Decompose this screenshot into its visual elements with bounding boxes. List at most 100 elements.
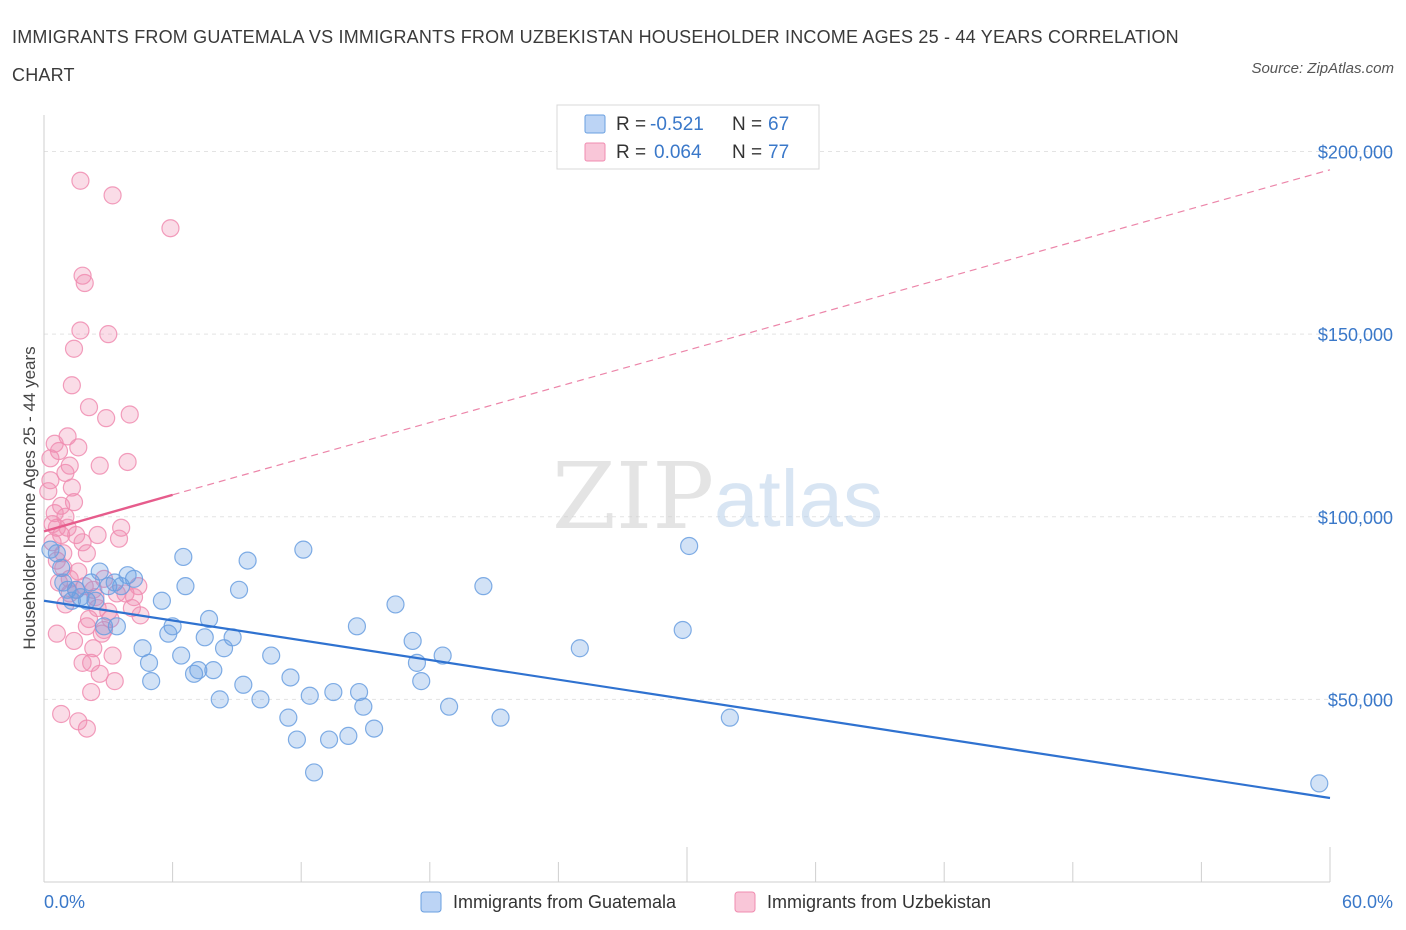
data-point [103, 186, 122, 205]
data-point [1310, 774, 1329, 793]
data-point [105, 672, 124, 691]
data-point [39, 482, 58, 501]
trend-lines [43, 169, 1331, 800]
chart-title: IMMIGRANTS FROM GUATEMALA VS IMMIGRANTS … [12, 27, 1179, 85]
y-tick-label: $200,000 [1318, 143, 1393, 163]
data-point [77, 719, 96, 738]
data-point [234, 675, 253, 694]
data-point [386, 595, 405, 614]
data-point [112, 518, 131, 537]
data-point [680, 536, 699, 556]
data-point [238, 551, 257, 570]
data-point [84, 639, 103, 658]
data-point [199, 609, 219, 629]
legend-top: R = -0.521 N = 67 R = 0.064 N = 77 [556, 104, 820, 170]
legend-top-r-value-0: -0.521 [650, 114, 704, 135]
legend-top-n-value-0: 67 [768, 114, 789, 135]
data-point [73, 266, 92, 285]
data-point [152, 591, 171, 610]
data-point [204, 661, 223, 680]
trend-line-guatemala [43, 599, 1331, 800]
data-point [174, 547, 193, 567]
data-point [62, 376, 81, 395]
data-point [88, 525, 107, 545]
data-point [90, 664, 109, 683]
data-point [439, 697, 459, 716]
data-point [300, 686, 319, 705]
x-ticks [172, 847, 1331, 882]
data-point [73, 533, 92, 552]
data-point [64, 493, 84, 512]
data-point [176, 577, 195, 596]
gridlines [44, 151, 1394, 700]
data-point [324, 682, 343, 702]
data-point [64, 631, 84, 651]
data-point [673, 620, 692, 640]
data-point [287, 730, 307, 749]
watermark-atlas: atlas [714, 454, 883, 543]
data-point [433, 646, 452, 665]
legend-swatch-uzbekistan [734, 891, 756, 913]
data-point [251, 690, 270, 709]
data-point [109, 529, 129, 548]
data-point [161, 219, 180, 238]
legend-swatch-guatemala [420, 891, 442, 913]
legend-top-n-value-1: 77 [768, 142, 789, 163]
data-point [71, 171, 90, 190]
data-point [124, 588, 144, 607]
data-point [47, 544, 66, 563]
watermark-zip: ZIP [552, 443, 714, 550]
data-point [720, 708, 739, 727]
data-point [62, 478, 81, 497]
data-point [195, 628, 214, 647]
data-point [570, 639, 589, 658]
data-point [94, 617, 114, 636]
data-point [474, 577, 493, 596]
data-point [304, 763, 324, 782]
trend-line-uzbekistan-extension [172, 169, 1331, 496]
data-point [75, 273, 94, 293]
data-point [73, 653, 92, 672]
data-point [229, 580, 249, 599]
data-point [262, 646, 281, 665]
data-point [41, 471, 60, 490]
data-point [71, 321, 90, 340]
trend-line-uzbekistan [43, 493, 173, 533]
data-point [294, 540, 313, 559]
y-tick-labels: $50,000 $100,000 $150,000 $200,000 [1318, 143, 1393, 711]
y-axis-label: Householder Income Ages 25 - 44 years [20, 346, 39, 649]
series-uzbekistan-points [39, 171, 180, 738]
legend-top-r-value-1: 0.064 [654, 142, 702, 163]
legend-bottom: Immigrants from Guatemala Immigrants fro… [420, 891, 991, 913]
legend-top-swatch-guatemala [584, 114, 606, 134]
legend-top-r-label-1: R = [616, 142, 646, 163]
data-point [412, 672, 431, 691]
data-point [279, 708, 298, 727]
data-point [319, 730, 339, 749]
data-point [354, 697, 373, 716]
data-point [364, 719, 384, 738]
data-point [90, 456, 109, 475]
y-tick-label: $100,000 [1318, 508, 1393, 528]
data-point [52, 704, 71, 724]
data-point [52, 558, 71, 577]
data-point [403, 631, 422, 651]
data-point [349, 682, 369, 702]
data-point [77, 544, 96, 563]
series-guatemala-points [41, 536, 1329, 793]
data-point [58, 427, 77, 446]
data-point [118, 452, 137, 472]
data-point [64, 339, 84, 358]
data-point [45, 504, 64, 523]
data-point [82, 682, 101, 702]
legend-label-uzbekistan: Immigrants from Uzbekistan [767, 892, 991, 912]
x-tick-label-max: 60.0% [1342, 892, 1393, 912]
legend-top-swatch-uzbekistan [584, 142, 606, 162]
data-point [90, 562, 109, 581]
data-point [172, 646, 191, 665]
data-point [339, 726, 358, 746]
legend-top-n-label-0: N = [732, 114, 762, 135]
legend-top-r-label-0: R = [616, 114, 646, 135]
legend-top-n-label-1: N = [732, 142, 762, 163]
